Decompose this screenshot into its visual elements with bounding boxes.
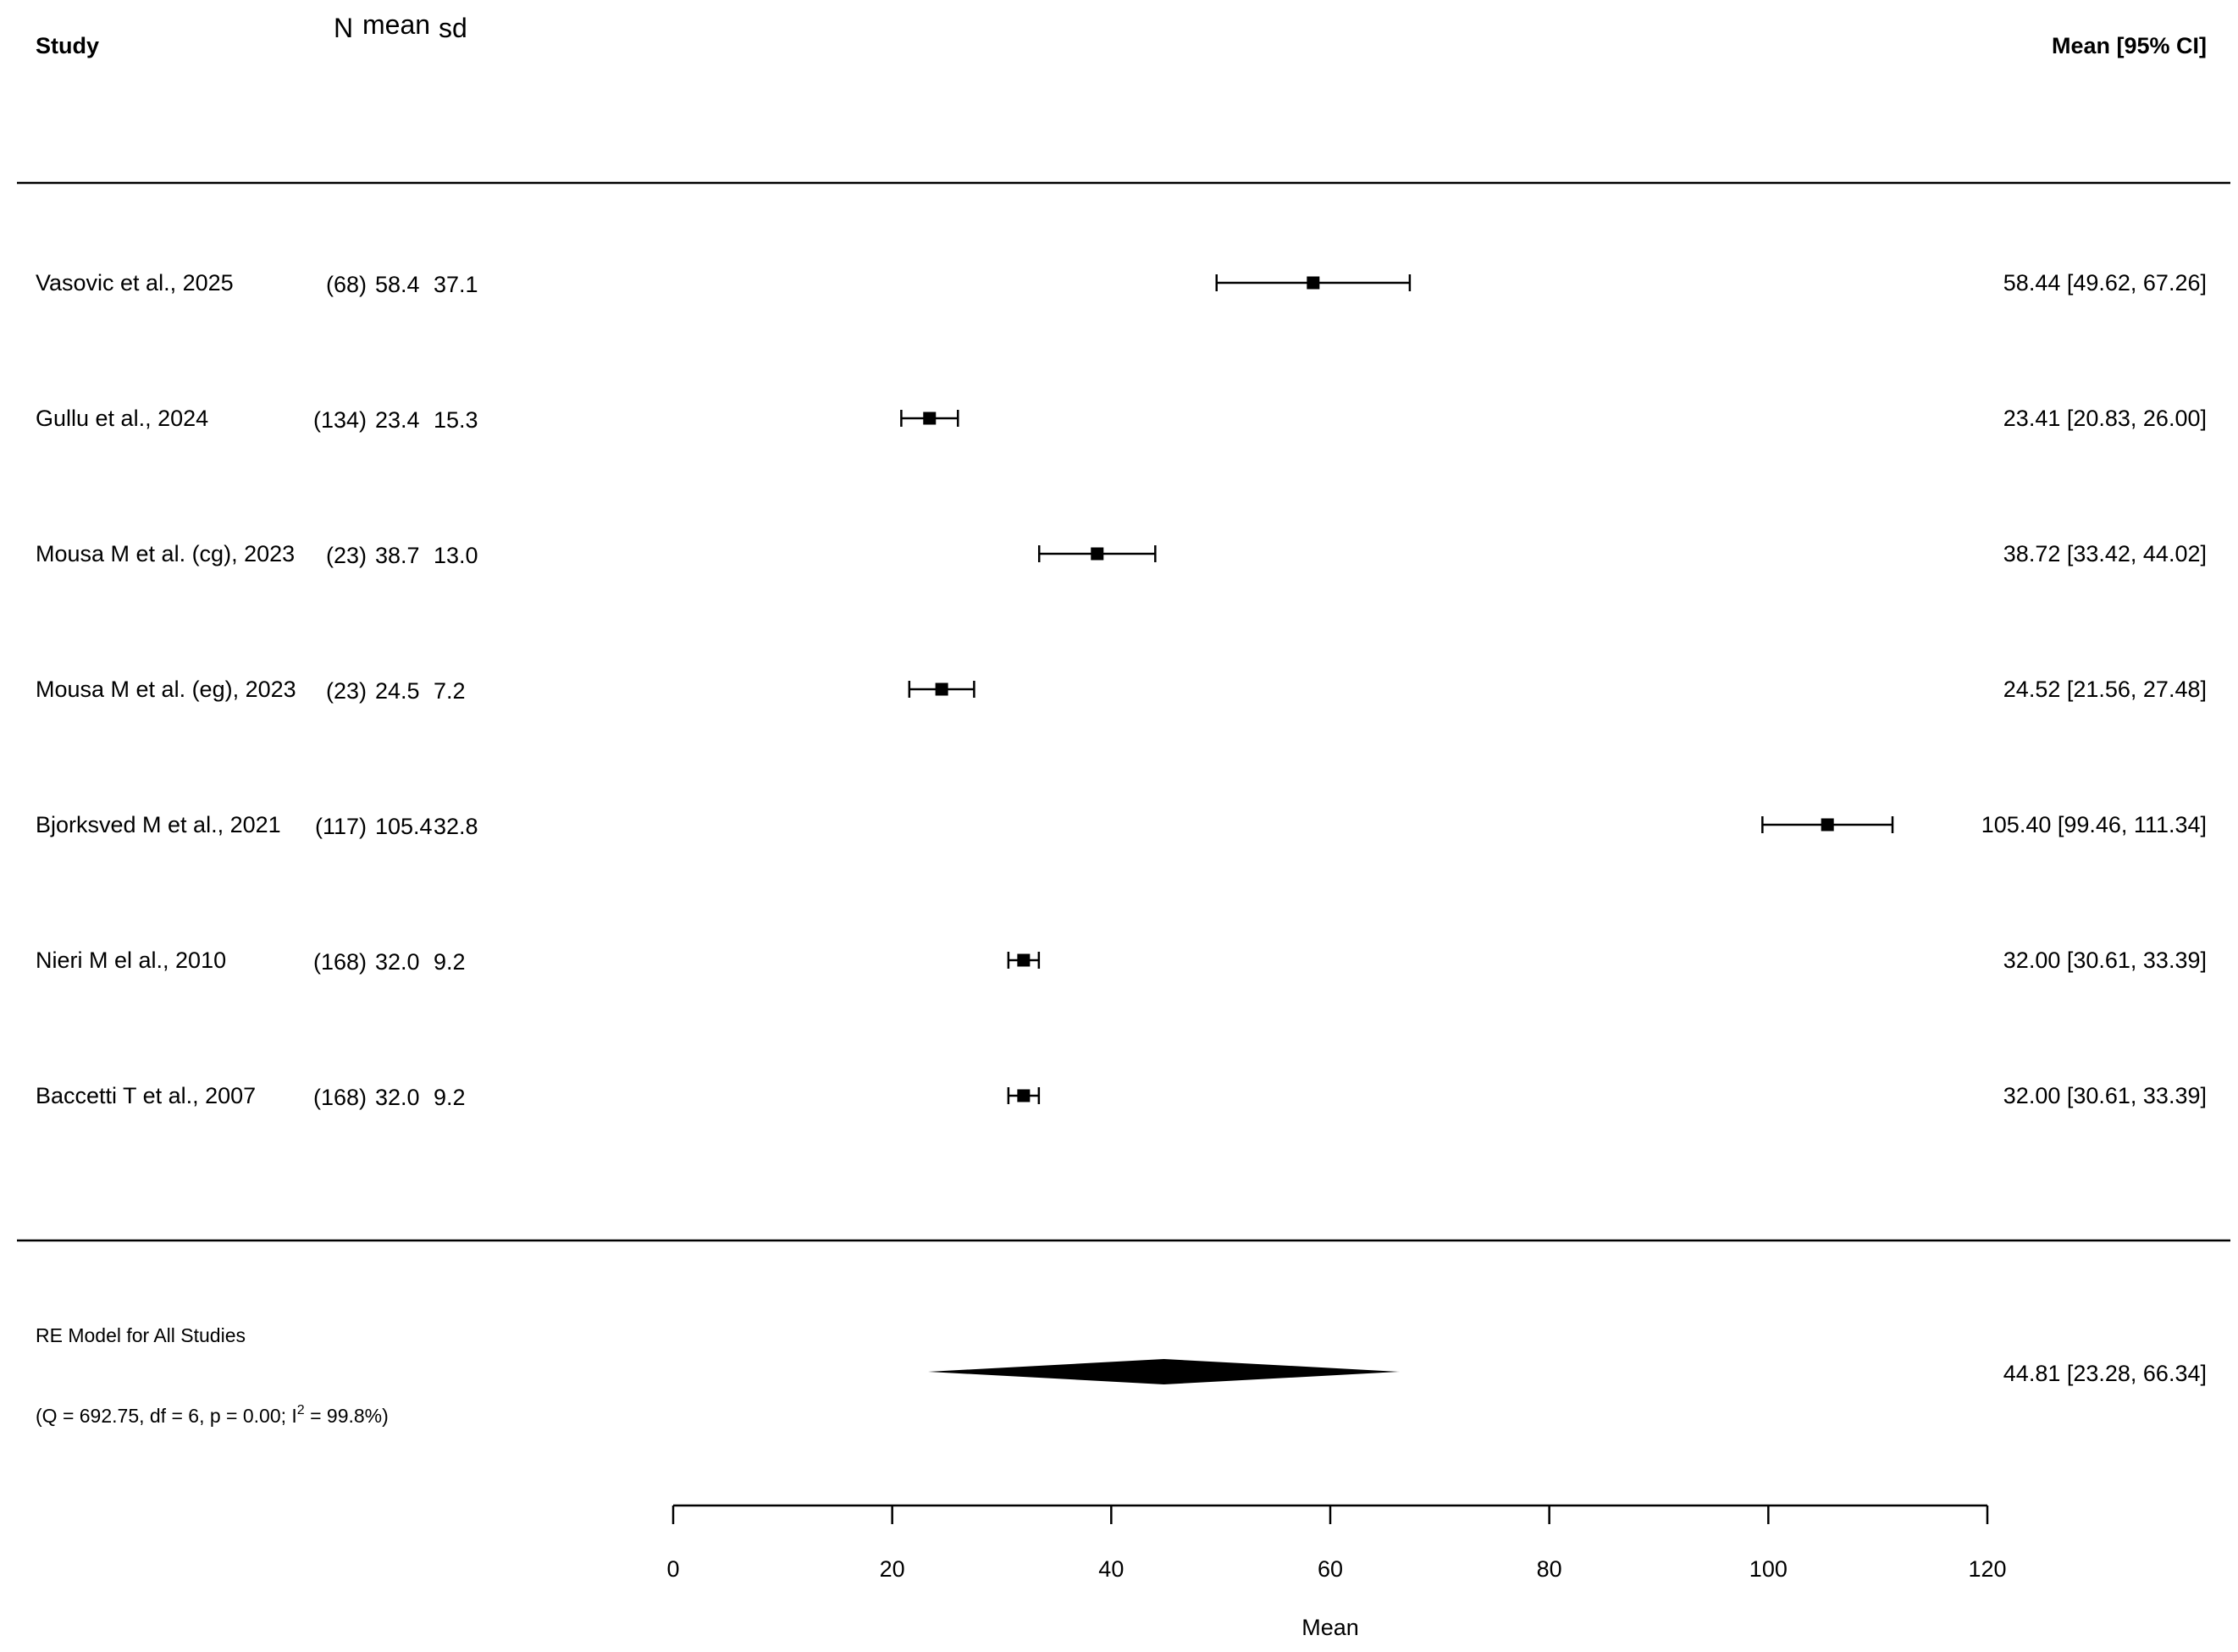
point-estimate-square — [1017, 953, 1031, 967]
study-rows: Vasovic et al., 2025 (68) 58.4 37.1 58.44 [4… — [36, 270, 2207, 1110]
study-n: (168) — [313, 1085, 367, 1110]
study-ci-text: 38.72 [33.42, 44.02] — [2003, 541, 2207, 566]
summary-stats: (Q = 692.75, df = 6, p = 0.00; I2 = 99.8… — [36, 1403, 389, 1427]
header-estimate: Mean [95% CI] — [2052, 33, 2207, 58]
study-sd: 7.2 — [434, 678, 466, 704]
summary-diamond — [928, 1359, 1400, 1384]
summary-label: RE Model for All Studies — [36, 1324, 246, 1346]
study-mean: 32.0 — [375, 1085, 420, 1110]
summary-stats-superscript: 2 — [297, 1403, 305, 1417]
study-n: (134) — [313, 407, 367, 433]
x-axis-label: Mean — [1301, 1615, 1359, 1640]
summary-ci-text: 44.81 [23.28, 66.34] — [2003, 1361, 2207, 1386]
point-estimate-square — [1091, 547, 1104, 561]
summary-stats-prefix: (Q = 692.75, df = 6, p = 0.00; I — [36, 1405, 297, 1427]
point-estimate-square — [923, 412, 937, 425]
point-estimate-square — [935, 682, 948, 696]
summary-stats-suffix: = 99.8%) — [305, 1405, 389, 1427]
x-tick-label: 40 — [1098, 1556, 1124, 1582]
study-mean: 32.0 — [375, 949, 420, 975]
x-tick-label: 100 — [1749, 1556, 1788, 1582]
header-n: N — [334, 13, 353, 43]
study-ci-text: 32.00 [30.61, 33.39] — [2003, 1083, 2207, 1108]
study-mean: 23.4 — [375, 407, 420, 433]
study-ci-text: 23.41 [20.83, 26.00] — [2003, 406, 2207, 431]
header-sd: sd — [439, 13, 467, 43]
study-ci-text: 58.44 [49.62, 67.26] — [2003, 270, 2207, 296]
study-sd: 9.2 — [434, 1085, 466, 1110]
point-estimate-square — [1017, 1089, 1031, 1102]
study-row: Baccetti T et al., 2007 (168) 32.0 9.2 32.00… — [36, 1083, 2207, 1110]
point-estimate-square — [1821, 818, 1834, 832]
study-sd: 15.3 — [434, 407, 478, 433]
study-n: (23) — [326, 543, 367, 568]
point-estimate-square — [1307, 276, 1320, 290]
study-ci-text: 32.00 [30.61, 33.39] — [2003, 948, 2207, 973]
study-label: Bjorksved M et al., 2021 — [36, 812, 281, 837]
study-sd: 13.0 — [434, 543, 478, 568]
study-ci-text: 105.40 [99.46, 111.34] — [1981, 812, 2207, 837]
study-n: (168) — [313, 949, 367, 975]
study-label: Mousa M et al. (eg), 2023 — [36, 677, 296, 702]
study-sd: 37.1 — [434, 272, 478, 297]
study-ci-text: 24.52 [21.56, 27.48] — [2003, 677, 2207, 702]
header-mean: mean — [362, 9, 430, 40]
x-tick-label: 80 — [1537, 1556, 1562, 1582]
study-row: Vasovic et al., 2025 (68) 58.4 37.1 58.44 [4… — [36, 270, 2207, 297]
study-row: Mousa M et al. (eg), 2023 (23) 24.5 7.2 24.5… — [36, 677, 2207, 704]
study-sd: 9.2 — [434, 949, 466, 975]
study-mean: 105.4 — [375, 814, 433, 839]
study-label: Nieri M el al., 2010 — [36, 948, 226, 973]
x-tick-label: 0 — [666, 1556, 679, 1582]
study-row: Nieri M el al., 2010 (168) 32.0 9.2 32.00 [3… — [36, 948, 2207, 975]
x-tick-label: 60 — [1318, 1556, 1343, 1582]
study-mean: 58.4 — [375, 272, 420, 297]
study-n: (68) — [326, 272, 367, 297]
study-n: (117) — [315, 814, 367, 839]
study-row: Bjorksved M et al., 2021 (117) 105.4 32.8 10… — [36, 812, 2207, 839]
study-label: Gullu et al., 2024 — [36, 406, 208, 431]
study-label: Vasovic et al., 2025 — [36, 270, 234, 296]
study-label: Baccetti T et al., 2007 — [36, 1083, 256, 1108]
x-axis: 0 20 40 60 80 100 120 — [666, 1504, 2007, 1582]
study-sd: 32.8 — [434, 814, 478, 839]
study-row: Gullu et al., 2024 (134) 23.4 15.3 23.41 [20… — [36, 406, 2207, 433]
study-label: Mousa M et al. (cg), 2023 — [36, 541, 295, 566]
x-tick-label: 20 — [880, 1556, 905, 1582]
study-row: Mousa M et al. (cg), 2023 (23) 38.7 13.0 38.… — [36, 541, 2207, 568]
study-mean: 24.5 — [375, 678, 420, 704]
x-tick-label: 120 — [1968, 1556, 2006, 1582]
study-n: (23) — [326, 678, 367, 704]
summary-row: RE Model for All Studies (Q = 692.75, df… — [36, 1324, 2207, 1427]
study-mean: 38.7 — [375, 543, 420, 568]
header-study: Study — [36, 33, 99, 58]
